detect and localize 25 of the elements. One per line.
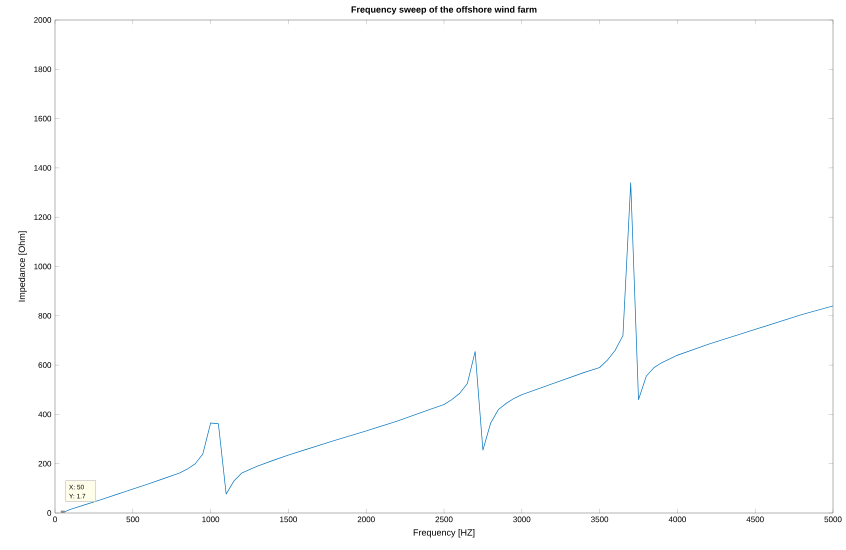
x-tick-label: 2000: [358, 516, 375, 522]
x-tick-label: 4000: [668, 516, 686, 522]
x-tick-label: 2500: [436, 516, 453, 522]
y-tick-label: 1400: [34, 165, 52, 171]
y-tick-label: 1200: [34, 214, 52, 220]
x-tick-label: 500: [126, 516, 140, 522]
y-tick-label: 200: [38, 460, 52, 467]
y-tick-label: 1000: [34, 264, 52, 270]
x-tick-label: 0: [53, 516, 57, 522]
y-tick-label: 600: [38, 362, 52, 368]
chart-title: Frequency sweep of the offshore wind farm: [352, 6, 536, 14]
x-tick-label: 5000: [824, 516, 842, 522]
y-tick-label: 1600: [34, 116, 52, 122]
y-tick-label: 400: [38, 412, 52, 418]
y-tick-label: 1800: [34, 66, 52, 72]
x-tick-label: 1000: [202, 516, 220, 522]
x-tick-label: 3500: [591, 516, 608, 522]
y-tick-label: 2000: [34, 17, 52, 23]
x-tick-label: 4500: [746, 516, 764, 522]
x-tick-label: 3000: [513, 516, 530, 522]
y-axis-title: Impedance [Ohm]: [18, 231, 27, 302]
x-axis-title: Frequency [HZ]: [414, 529, 474, 538]
y-tick-label: 0: [47, 510, 52, 516]
y-tick-label: 800: [38, 312, 52, 319]
x-tick-label: 1500: [280, 516, 297, 522]
